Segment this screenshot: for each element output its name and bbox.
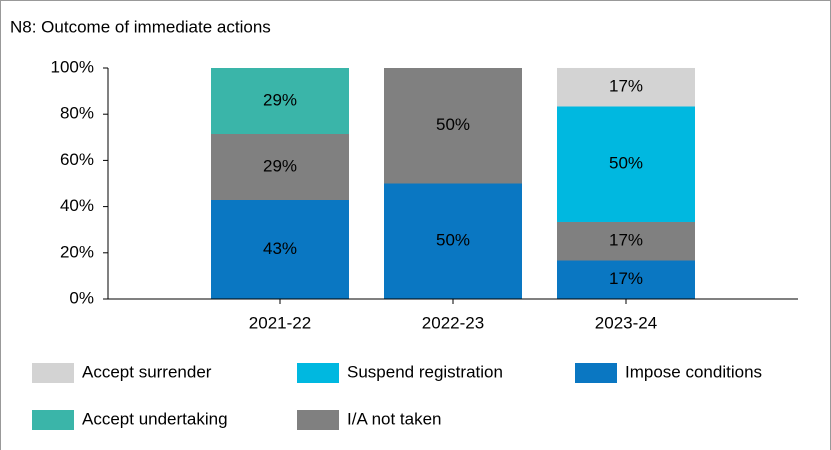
legend-label: Impose conditions (625, 362, 762, 381)
legend-swatch (575, 363, 617, 383)
y-tick-label: 0% (69, 288, 94, 307)
x-tick-label: 2023-24 (595, 313, 657, 332)
y-tick-label: 40% (60, 196, 94, 215)
y-tick-label: 60% (60, 150, 94, 169)
data-label: 50% (609, 154, 643, 173)
data-label: 17% (609, 77, 643, 96)
legend-label: Accept undertaking (82, 409, 228, 428)
data-label: 29% (263, 156, 297, 175)
bar-segment (211, 199, 349, 299)
bar-segment (557, 106, 695, 222)
legend-swatch (297, 410, 339, 430)
y-tick-label: 20% (60, 242, 94, 261)
legend-swatch (297, 363, 339, 383)
data-label: 43% (263, 239, 297, 258)
legend-label: I/A not taken (347, 409, 442, 428)
bar-segment (211, 133, 349, 200)
bar-segment (384, 183, 522, 299)
legend-swatch (32, 363, 74, 383)
data-label: 50% (436, 115, 470, 134)
bar-segment (557, 260, 695, 299)
data-label: 17% (609, 231, 643, 250)
legend-swatch (32, 410, 74, 430)
data-label: 17% (609, 269, 643, 288)
x-tick-label: 2022-23 (422, 313, 484, 332)
y-tick-label: 80% (60, 104, 94, 123)
legend-label: Accept surrender (82, 362, 212, 381)
bar-segment (384, 68, 522, 184)
bar-segment (557, 67, 695, 107)
bar-segment (557, 221, 695, 261)
data-label: 50% (436, 231, 470, 250)
chart-title: N8: Outcome of immediate actions (10, 17, 271, 36)
x-tick-label: 2021-22 (249, 313, 311, 332)
data-label: 29% (263, 90, 297, 109)
y-tick-label: 100% (51, 57, 94, 76)
bar-segment (211, 68, 349, 134)
legend-label: Suspend registration (347, 362, 503, 381)
